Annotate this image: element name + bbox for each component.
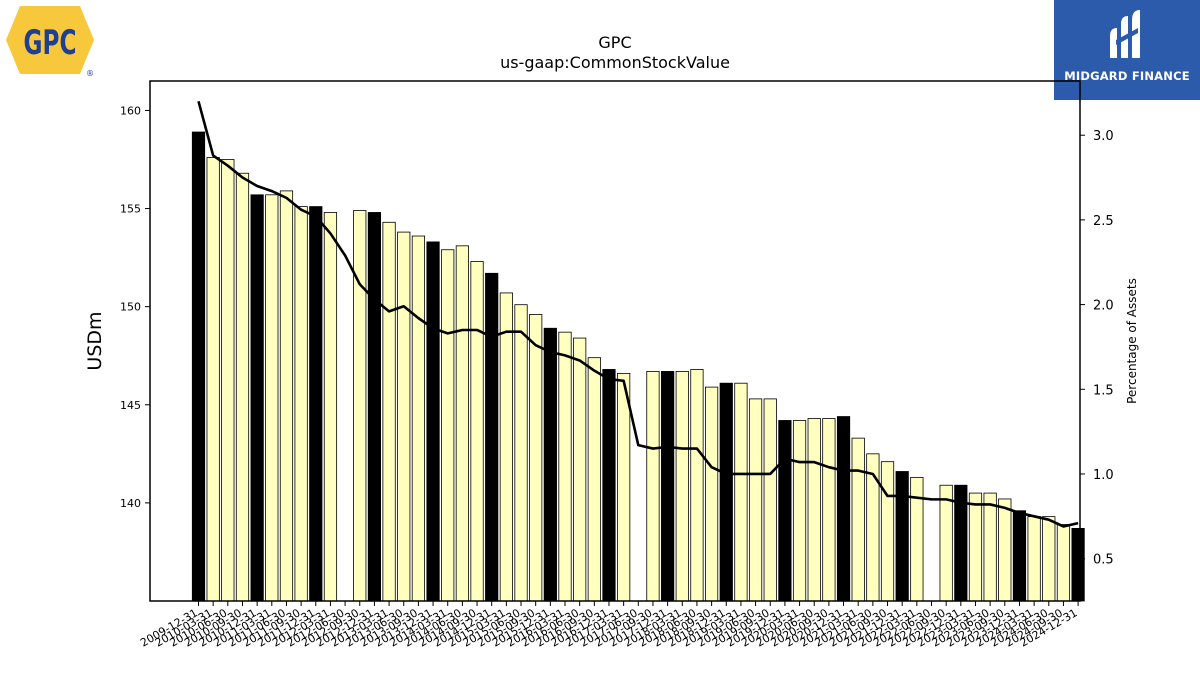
chart-subtitle: us-gaap:CommonStockValue bbox=[500, 53, 730, 72]
bar bbox=[558, 331, 572, 602]
y2-tick-label: 2.0 bbox=[1093, 299, 1114, 314]
bar bbox=[485, 272, 499, 602]
bar bbox=[250, 194, 264, 602]
bar bbox=[690, 369, 704, 602]
bar bbox=[382, 221, 396, 602]
bar bbox=[792, 420, 807, 602]
y-tick-label: 150 bbox=[120, 301, 141, 314]
bar bbox=[529, 314, 543, 602]
bar bbox=[265, 194, 279, 602]
bar bbox=[411, 235, 426, 602]
y2-tick-label: 1.0 bbox=[1093, 468, 1114, 483]
bar bbox=[1027, 516, 1041, 602]
bar bbox=[836, 416, 851, 602]
chart-title: GPC bbox=[598, 33, 631, 52]
bar bbox=[353, 210, 367, 602]
bar bbox=[221, 159, 235, 602]
company-logo-text: GPC bbox=[24, 22, 77, 62]
y2-axis-label: Percentage of Assets bbox=[1125, 278, 1139, 404]
bar bbox=[617, 372, 631, 602]
company-logo: GPC ® bbox=[4, 4, 96, 78]
bar bbox=[748, 398, 763, 602]
y2-tick-label: 2.5 bbox=[1093, 214, 1114, 229]
y-tick-label: 155 bbox=[120, 203, 141, 216]
bar bbox=[895, 471, 909, 602]
bar bbox=[998, 498, 1012, 602]
y2-tick-label: 3.0 bbox=[1093, 129, 1114, 144]
bar bbox=[470, 261, 484, 602]
bar bbox=[822, 418, 836, 602]
brand-logo-icon bbox=[1110, 10, 1140, 58]
bar bbox=[778, 420, 792, 602]
bar bbox=[573, 337, 587, 602]
bar bbox=[543, 327, 557, 602]
bar bbox=[397, 231, 411, 602]
brand-logo: MIDGARD FINANCE bbox=[1054, 0, 1200, 100]
bar bbox=[1056, 524, 1071, 602]
bar bbox=[191, 131, 206, 602]
bar bbox=[426, 241, 440, 602]
bar bbox=[968, 492, 983, 602]
y-axis-label: USDm bbox=[84, 311, 106, 370]
bar bbox=[705, 386, 719, 602]
y2-tick-label: 0.5 bbox=[1093, 553, 1114, 568]
company-logo-registered-mark: ® bbox=[86, 69, 94, 78]
bar bbox=[661, 371, 675, 602]
bar bbox=[1071, 528, 1085, 602]
bar bbox=[1042, 516, 1056, 602]
bar bbox=[235, 172, 250, 602]
bar bbox=[587, 357, 601, 602]
bar bbox=[294, 206, 308, 602]
company-logo-badge bbox=[6, 6, 94, 74]
bar bbox=[939, 484, 953, 602]
bar bbox=[455, 245, 469, 602]
bar bbox=[323, 212, 338, 602]
bar bbox=[763, 398, 777, 602]
bar bbox=[851, 437, 865, 602]
bar bbox=[1012, 510, 1027, 602]
bar bbox=[807, 418, 821, 602]
bar bbox=[514, 304, 528, 602]
series-line bbox=[197, 100, 1079, 528]
y-tick-label: 145 bbox=[120, 399, 141, 412]
y-tick-label: 160 bbox=[120, 104, 141, 117]
bar bbox=[441, 249, 455, 602]
y2-tick-label: 1.5 bbox=[1093, 383, 1114, 398]
plot-frame bbox=[149, 80, 1081, 602]
bar bbox=[499, 292, 513, 602]
bar bbox=[279, 190, 294, 602]
bar bbox=[309, 206, 323, 602]
y-tick-label: 140 bbox=[120, 497, 141, 510]
bar bbox=[675, 371, 689, 602]
bar bbox=[646, 371, 660, 602]
brand-name: MIDGARD FINANCE bbox=[1064, 69, 1190, 83]
bar bbox=[367, 212, 382, 602]
bar bbox=[602, 369, 616, 602]
bar bbox=[206, 157, 220, 602]
bar bbox=[719, 382, 733, 602]
bar bbox=[983, 492, 997, 602]
bar bbox=[880, 461, 895, 602]
bar bbox=[734, 382, 748, 602]
